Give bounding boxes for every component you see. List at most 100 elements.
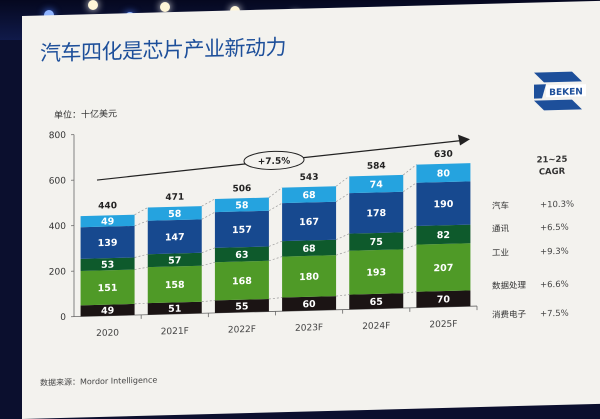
bar-segment-数据处理 [80,269,135,306]
segment-value-label: 151 [98,283,118,295]
segment-value-label: 167 [299,217,319,229]
dashed-connector [403,244,417,250]
dashed-connector [201,247,216,254]
legend-cagr-value: +7.5% [540,309,569,320]
beken-logo: BEKEN [534,71,586,111]
dashed-connector [268,240,283,247]
dashed-connector [134,207,148,216]
legend-series-name: 数据处理 [492,280,526,292]
segment-value-label: 55 [235,301,248,312]
y-tick-label: 600 [49,176,66,186]
y-tick-label: 800 [49,131,66,141]
bar-segment-数据处理 [282,255,337,298]
x-tick-label: 2024F [362,321,390,332]
bar-segment-工业 [349,232,404,251]
legend-series-name: 汽车 [492,200,509,211]
segment-value-label: 193 [366,267,386,279]
bar-segment-消费电子 [147,301,202,315]
dashed-connector [335,233,350,241]
total-value-label: 584 [367,161,386,171]
legend-cagr-value: +6.6% [540,280,569,291]
dashed-connector [403,291,417,294]
segment-value-label: 65 [370,297,383,308]
total-value-label: 543 [300,173,319,183]
trend-arrow-head-icon [458,134,470,146]
legend-cagr-value: +10.3% [540,200,574,211]
segment-value-label: 58 [168,209,182,220]
x-tick-label: 2023F [295,323,323,334]
bar-segment-通讯 [214,210,269,248]
segment-value-label: 58 [235,200,249,211]
bar-segment-通讯 [416,181,471,226]
total-value-label: 440 [98,201,117,211]
segment-value-label: 74 [370,179,384,190]
bar-segment-工业 [80,257,135,271]
bar-segment-数据处理 [349,249,404,295]
bar-segment-汽车 [214,197,269,213]
bar-segment-汽车 [349,174,404,194]
bar-segment-数据处理 [416,243,471,292]
bar-segment-通讯 [282,201,337,242]
bar-segment-汽车 [416,163,471,183]
stage-light [88,0,98,10]
bar-segment-汽车 [80,214,135,228]
y-tick-label: 200 [49,267,66,277]
segment-value-label: 178 [366,208,386,220]
cagr-header-years: 21~25 [537,155,568,166]
total-value-label: 471 [165,193,184,203]
bar-segment-通讯 [147,219,202,255]
dashed-connector [403,182,417,193]
dashed-connector [134,266,148,270]
dashed-connector [335,176,350,187]
segment-value-label: 51 [168,304,181,315]
segment-value-label: 49 [101,306,114,317]
logo-text: BEKEN [549,87,583,98]
presentation-slide: 汽车四化是芯片产业新动力 BEKEN 单位：十亿美元 0 200 400 600 800… [22,0,600,419]
legend-cagr-value: +9.3% [540,247,569,258]
bar-segment-通讯 [80,225,135,259]
segment-value-label: 147 [165,232,185,244]
bar-segment-消费电子 [416,290,471,308]
segment-value-label: 157 [232,225,252,237]
segment-value-label: 158 [165,280,185,292]
legend-cagr-value: +6.5% [540,223,569,234]
dashed-connector [403,164,417,176]
dashed-connector [201,300,215,303]
segment-value-label: 70 [437,294,451,305]
x-tick-label: 2021F [161,327,189,338]
dashed-connector [268,256,283,262]
legend-series-name: 消费电子 [492,309,526,321]
segment-value-label: 80 [437,168,451,179]
dashed-connector [201,198,216,207]
dashed-connector [335,250,350,256]
stage-light [160,2,170,12]
dashed-connector [403,225,417,233]
bar-segment-消费电子 [282,296,337,312]
x-tick-label: 2020 [96,328,119,339]
dashed-connector [335,192,350,203]
stacked-bar-chart: 0 200 400 600 800 2020 49 151 53 139 49 440 2021F 51 1… [49,131,574,339]
bar-segment-工业 [214,246,269,263]
dashed-connector [336,294,350,297]
bar-segment-消费电子 [349,293,404,310]
segment-value-label: 68 [302,243,316,254]
segment-value-label: 82 [437,230,450,241]
segment-value-label: 60 [302,299,316,310]
trend-label-badge [243,150,305,170]
cagr-header-label: CAGR [539,167,566,178]
dashed-connector [268,187,283,198]
total-value-label: 630 [434,150,453,160]
bar-segment-消费电子 [80,303,135,317]
segment-value-label: 49 [101,216,114,227]
dashed-connector [134,220,148,227]
bar-segment-数据处理 [214,260,269,301]
segment-value-label: 53 [101,260,114,271]
dashed-connector [134,253,148,258]
bar-segment-汽车 [282,186,337,204]
bar-segment-汽车 [147,206,202,221]
segment-value-label: 63 [235,250,248,261]
legend-series-name: 工业 [492,247,509,258]
bar-segment-数据处理 [147,265,202,304]
segment-value-label: 207 [433,263,453,275]
dashed-connector [201,261,215,267]
